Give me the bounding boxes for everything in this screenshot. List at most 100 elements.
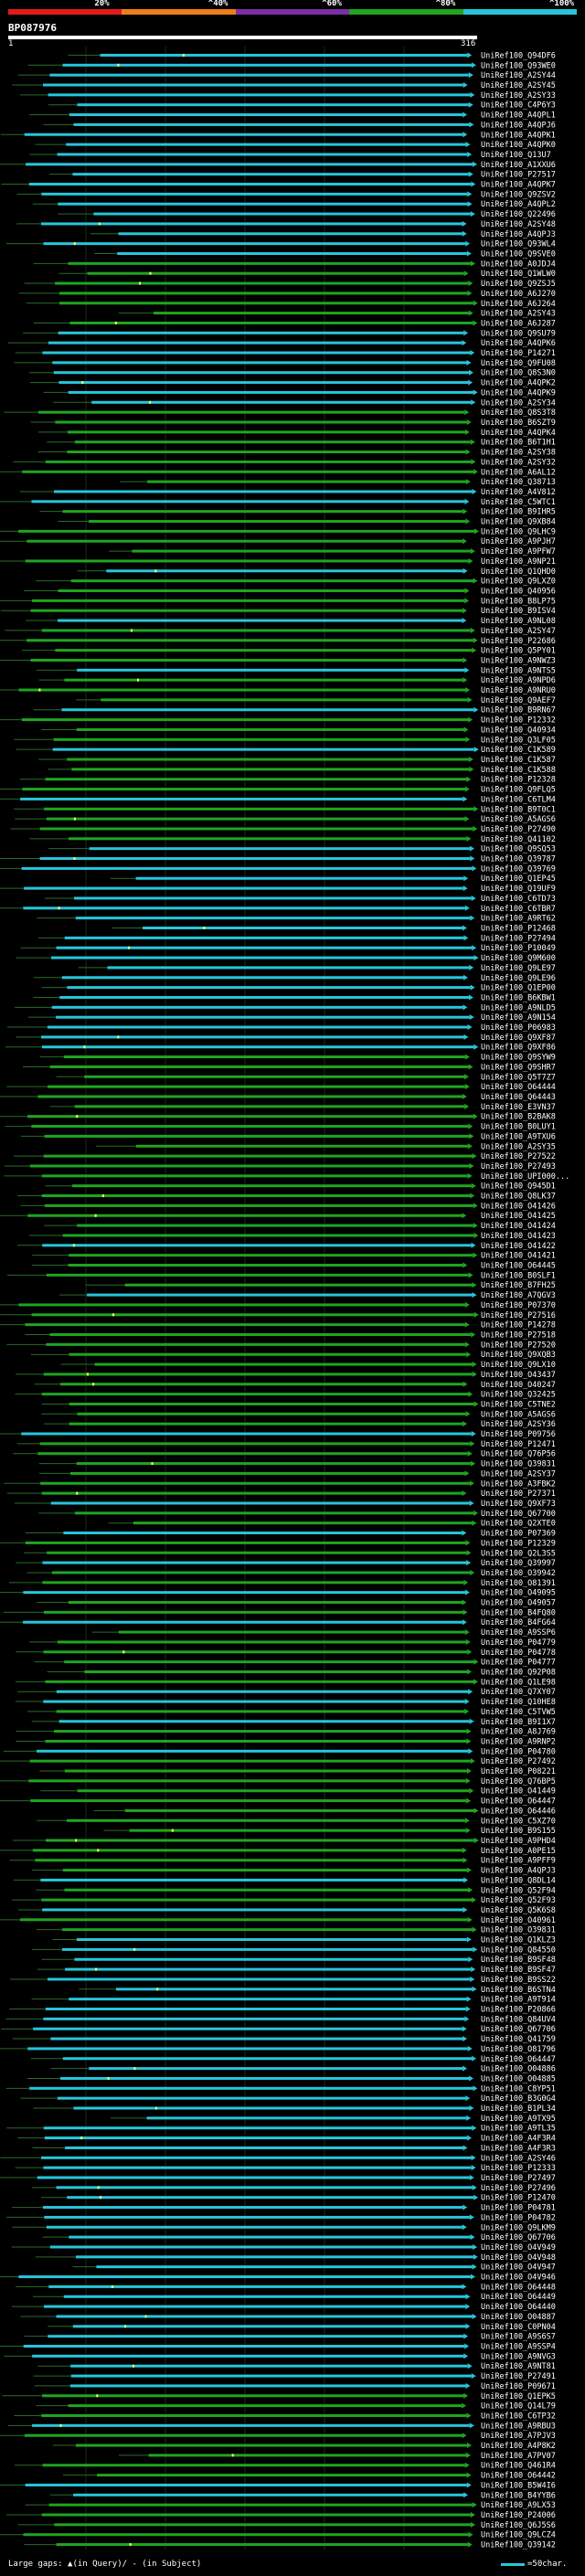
hit-label[interactable]: UniRef100_Q5T7Z7	[481, 1073, 556, 1082]
hit-label[interactable]: UniRef100_P09671	[481, 2382, 556, 2391]
hit-label[interactable]: UniRef100_O41422	[481, 1242, 556, 1251]
hit-label[interactable]: UniRef100_A9NP21	[481, 557, 556, 567]
hit-label[interactable]: UniRef100_A2SY48	[481, 220, 556, 229]
hit-label[interactable]: UniRef100_B4YYB6	[481, 2491, 556, 2500]
hit-label[interactable]: UniRef100_P27494	[481, 934, 556, 943]
hit-label[interactable]: UniRef100_P27518	[481, 1330, 556, 1340]
hit-label[interactable]: UniRef100_Q84550	[481, 1945, 556, 1955]
hit-label[interactable]: UniRef100_O41449	[481, 1787, 556, 1797]
hit-label[interactable]: UniRef100_C6TP32	[481, 2412, 556, 2421]
hit-label[interactable]: UniRef100_Q40934	[481, 726, 556, 735]
hit-label[interactable]: UniRef100_Q9LE96	[481, 974, 556, 983]
hit-label[interactable]: UniRef100_B9T0C1	[481, 805, 556, 814]
hit-label[interactable]: UniRef100_P27491	[481, 2372, 556, 2381]
hit-label[interactable]: UniRef100_Q9XB84	[481, 518, 556, 527]
hit-label[interactable]: UniRef100_P27522	[481, 1152, 556, 1161]
hit-label[interactable]: UniRef100_Q92P08	[481, 1668, 556, 1677]
hit-label[interactable]: UniRef100_P27496	[481, 2184, 556, 2193]
hit-label[interactable]: UniRef100_O64444	[481, 1083, 556, 1092]
hit-label[interactable]: UniRef100_A5AGS6	[481, 1410, 556, 1419]
hit-label[interactable]: UniRef100_A9RT62	[481, 915, 556, 924]
hit-label[interactable]: UniRef100_Q8S3T8	[481, 408, 556, 418]
hit-label[interactable]: UniRef100_Q67700	[481, 1510, 556, 1519]
hit-label[interactable]: UniRef100_Q41102	[481, 835, 556, 844]
hit-label[interactable]: UniRef100_E3VN37	[481, 1103, 556, 1112]
hit-label[interactable]: UniRef100_A2SY36	[481, 1420, 556, 1429]
hit-label[interactable]: UniRef100_A2SY45	[481, 81, 556, 90]
hit-label[interactable]: UniRef100_Q19UF9	[481, 885, 556, 894]
hit-label[interactable]: UniRef100_A4F3R3	[481, 2144, 556, 2153]
hit-label[interactable]: UniRef100_Q1LE98	[481, 1678, 556, 1687]
hit-label[interactable]: UniRef100_A5AGS6	[481, 815, 556, 824]
hit-label[interactable]: UniRef100_B7FH25	[481, 1281, 556, 1290]
hit-label[interactable]: UniRef100_Q1KLZ3	[481, 1936, 556, 1945]
hit-label[interactable]: UniRef100_Q9XF86	[481, 1044, 556, 1053]
hit-label[interactable]: UniRef100_B1PL34	[481, 2104, 556, 2114]
hit-label[interactable]: UniRef100_C5XZ70	[481, 1817, 556, 1826]
hit-label[interactable]: UniRef100_C6TD73	[481, 895, 556, 904]
hit-label[interactable]: UniRef100_B9ISV4	[481, 607, 556, 616]
hit-label[interactable]: UniRef100_A2SY35	[481, 1142, 556, 1151]
hit-label[interactable]: UniRef100_B0SLF1	[481, 1271, 556, 1280]
hit-label[interactable]: UniRef100_A9T914	[481, 1996, 556, 2005]
hit-label[interactable]: UniRef100_O41425	[481, 1212, 556, 1221]
hit-label[interactable]: UniRef100_Q9LX10	[481, 1361, 556, 1370]
hit-label[interactable]: UniRef100_Q9SVE0	[481, 249, 556, 259]
hit-label[interactable]: UniRef100_Q22496	[481, 210, 556, 219]
hit-label[interactable]: UniRef100_Q7XY07	[481, 1688, 556, 1697]
hit-label[interactable]: UniRef100_C6TLM4	[481, 795, 556, 804]
hit-label[interactable]: UniRef100_P12471	[481, 1440, 556, 1449]
hit-label[interactable]: UniRef100_A9TL35	[481, 2125, 556, 2134]
hit-label[interactable]: UniRef100_Q9XQB3	[481, 1351, 556, 1360]
hit-label[interactable]: UniRef100_B0LUY1	[481, 1123, 556, 1132]
hit-label[interactable]: UniRef100_A6J287	[481, 319, 556, 328]
hit-label[interactable]: UniRef100_Q1WLW0	[481, 270, 556, 279]
hit-label[interactable]: UniRef100_A9PFF9	[481, 1857, 556, 1866]
hit-label[interactable]: UniRef100_Q9ZSV2	[481, 190, 556, 199]
hit-label[interactable]: UniRef100_A9TX95	[481, 2115, 556, 2124]
hit-label[interactable]: UniRef100_B9SS22	[481, 1976, 556, 1985]
hit-label[interactable]: UniRef100_A2SY33	[481, 91, 556, 101]
hit-label[interactable]: UniRef100_A9NWZ3	[481, 656, 556, 665]
hit-label[interactable]: UniRef100_A9PHD4	[481, 1837, 556, 1846]
hit-label[interactable]: UniRef100_Q39831	[481, 1460, 556, 1469]
hit-label[interactable]: UniRef100_B6KBW1	[481, 993, 556, 1002]
hit-label[interactable]: UniRef100_A4QPK7	[481, 181, 556, 190]
hit-label[interactable]: UniRef100_P27371	[481, 1489, 556, 1499]
hit-label[interactable]: UniRef100_Q52F93	[481, 1896, 556, 1905]
hit-label[interactable]: UniRef100_P14271	[481, 349, 556, 358]
hit-label[interactable]: UniRef100_A9S6S7	[481, 2333, 556, 2342]
hit-label[interactable]: UniRef100_A0JDJ4	[481, 260, 556, 269]
hit-label[interactable]: UniRef100_P24006	[481, 2511, 556, 2520]
hit-label[interactable]: UniRef100_A9NLD5	[481, 1003, 556, 1012]
hit-label[interactable]: UniRef100_P07370	[481, 1301, 556, 1310]
hit-label[interactable]: UniRef100_Q9XF87	[481, 1034, 556, 1043]
hit-label[interactable]: UniRef100_A4P8K2	[481, 2442, 556, 2451]
hit-label[interactable]: UniRef100_P27493	[481, 1162, 556, 1171]
hit-label[interactable]: UniRef100_Q67706	[481, 2025, 556, 2034]
hit-label[interactable]: UniRef100_C5WTC1	[481, 498, 556, 507]
hit-label[interactable]: UniRef100_A9NPD6	[481, 676, 556, 685]
hit-label[interactable]: UniRef100_P04777	[481, 1659, 556, 1668]
hit-label[interactable]: UniRef100_Q9SYW9	[481, 1054, 556, 1063]
hit-label[interactable]: UniRef100_Q1EP45	[481, 875, 556, 884]
hit-label[interactable]: UniRef100_A9RBU3	[481, 2422, 556, 2431]
hit-label[interactable]: UniRef100_Q461R4	[481, 2462, 556, 2471]
hit-label[interactable]: UniRef100_C1K588	[481, 766, 556, 775]
hit-label[interactable]: UniRef100_Q8LK37	[481, 1193, 556, 1202]
hit-label[interactable]: UniRef100_P27517	[481, 171, 556, 180]
hit-label[interactable]: UniRef100_Q93WL4	[481, 240, 556, 249]
hit-label[interactable]: UniRef100_P12329	[481, 1539, 556, 1548]
hit-label[interactable]: UniRef100_B3G0G4	[481, 2094, 556, 2104]
hit-label[interactable]: UniRef100_Q5K6S8	[481, 1906, 556, 1915]
hit-label[interactable]: UniRef100_Q9XF73	[481, 1500, 556, 1509]
hit-label[interactable]: UniRef100_B9IHR5	[481, 508, 556, 517]
hit-label[interactable]: UniRef100_B9S155	[481, 1827, 556, 1836]
hit-label[interactable]: UniRef100_A9NL08	[481, 617, 556, 626]
hit-label[interactable]: UniRef100_Q9AEF7	[481, 696, 556, 705]
hit-label[interactable]: UniRef100_O64442	[481, 2472, 556, 2481]
hit-label[interactable]: UniRef100_A4F3R4	[481, 2135, 556, 2144]
hit-label[interactable]: UniRef100_P27497	[481, 2174, 556, 2183]
hit-label[interactable]: UniRef100_P04782	[481, 2213, 556, 2222]
hit-label[interactable]: UniRef100_P27516	[481, 1311, 556, 1320]
